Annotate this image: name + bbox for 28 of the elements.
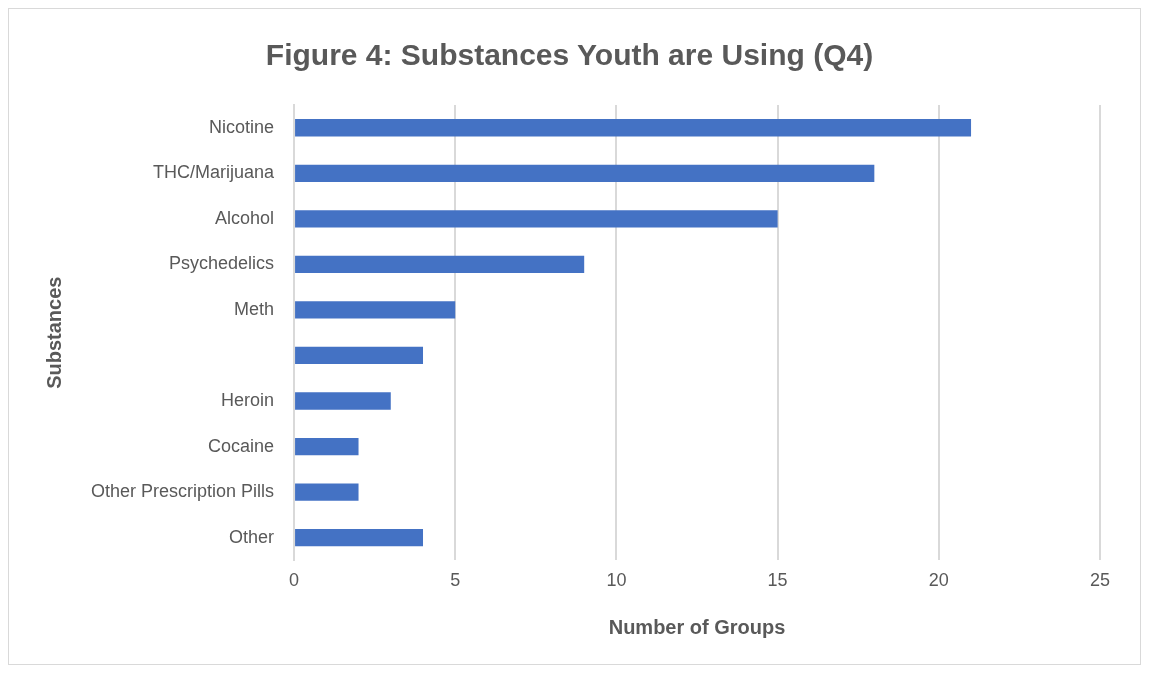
y-tick-label: Cocaine (208, 435, 275, 456)
y-tick-label: THC/Marijuana (153, 162, 276, 183)
bar (295, 392, 391, 410)
bar (295, 210, 778, 228)
y-tick-label: Other Prescription Pills (91, 481, 275, 502)
y-axis-title: Substances (42, 276, 65, 389)
y-tick-label: Meth (234, 298, 275, 319)
y-tick-label: Nicotine (209, 116, 275, 137)
y-tick-label: Other (229, 526, 275, 547)
y-tick-label: Psychedelics (169, 253, 275, 274)
x-tick-label: 15 (767, 570, 788, 591)
bar (295, 301, 456, 319)
bar (295, 255, 585, 274)
x-tick-label: 25 (1089, 570, 1111, 591)
y-tick-label: Heroin (221, 389, 275, 410)
bar (295, 528, 424, 547)
y-tick-label: Alcohol (215, 207, 275, 228)
x-axis-title: Number of Groups (608, 615, 786, 638)
x-tick-label: 20 (928, 570, 949, 591)
bar (295, 346, 424, 365)
bar (295, 164, 875, 182)
x-tick-label: 5 (450, 570, 461, 591)
bar (295, 119, 972, 137)
x-tick-label: 0 (289, 570, 300, 591)
bar (295, 483, 359, 501)
x-tick-label: 10 (606, 570, 627, 591)
chart-title: Figure 4: Substances Youth are Using (Q4) (265, 38, 874, 72)
bar (295, 437, 359, 456)
